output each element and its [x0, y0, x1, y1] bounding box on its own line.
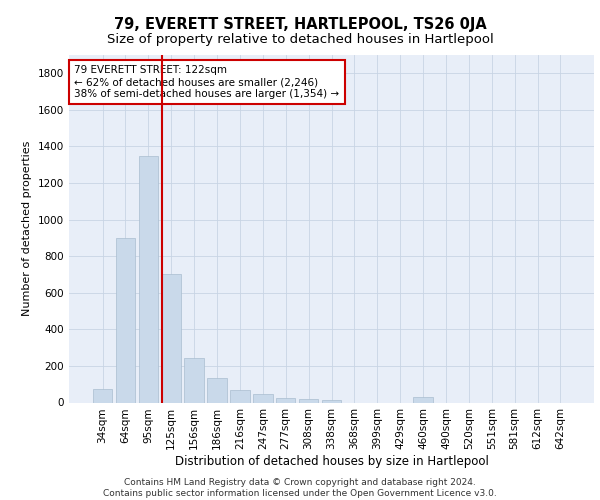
- Text: Contains HM Land Registry data © Crown copyright and database right 2024.
Contai: Contains HM Land Registry data © Crown c…: [103, 478, 497, 498]
- Y-axis label: Number of detached properties: Number of detached properties: [22, 141, 32, 316]
- Bar: [139, 156, 158, 402]
- X-axis label: Distribution of detached houses by size in Hartlepool: Distribution of detached houses by size …: [175, 455, 488, 468]
- Bar: [276, 398, 295, 402]
- Bar: [253, 394, 272, 402]
- Text: 79, EVERETT STREET, HARTLEPOOL, TS26 0JA: 79, EVERETT STREET, HARTLEPOOL, TS26 0JA: [113, 18, 487, 32]
- Bar: [230, 390, 250, 402]
- Text: 79 EVERETT STREET: 122sqm
← 62% of detached houses are smaller (2,246)
38% of se: 79 EVERETT STREET: 122sqm ← 62% of detac…: [74, 66, 340, 98]
- Bar: [184, 358, 204, 403]
- Bar: [93, 389, 112, 402]
- Bar: [116, 238, 135, 402]
- Bar: [322, 400, 341, 402]
- Text: Size of property relative to detached houses in Hartlepool: Size of property relative to detached ho…: [107, 32, 493, 46]
- Bar: [161, 274, 181, 402]
- Bar: [299, 399, 319, 402]
- Bar: [413, 397, 433, 402]
- Bar: [208, 378, 227, 402]
